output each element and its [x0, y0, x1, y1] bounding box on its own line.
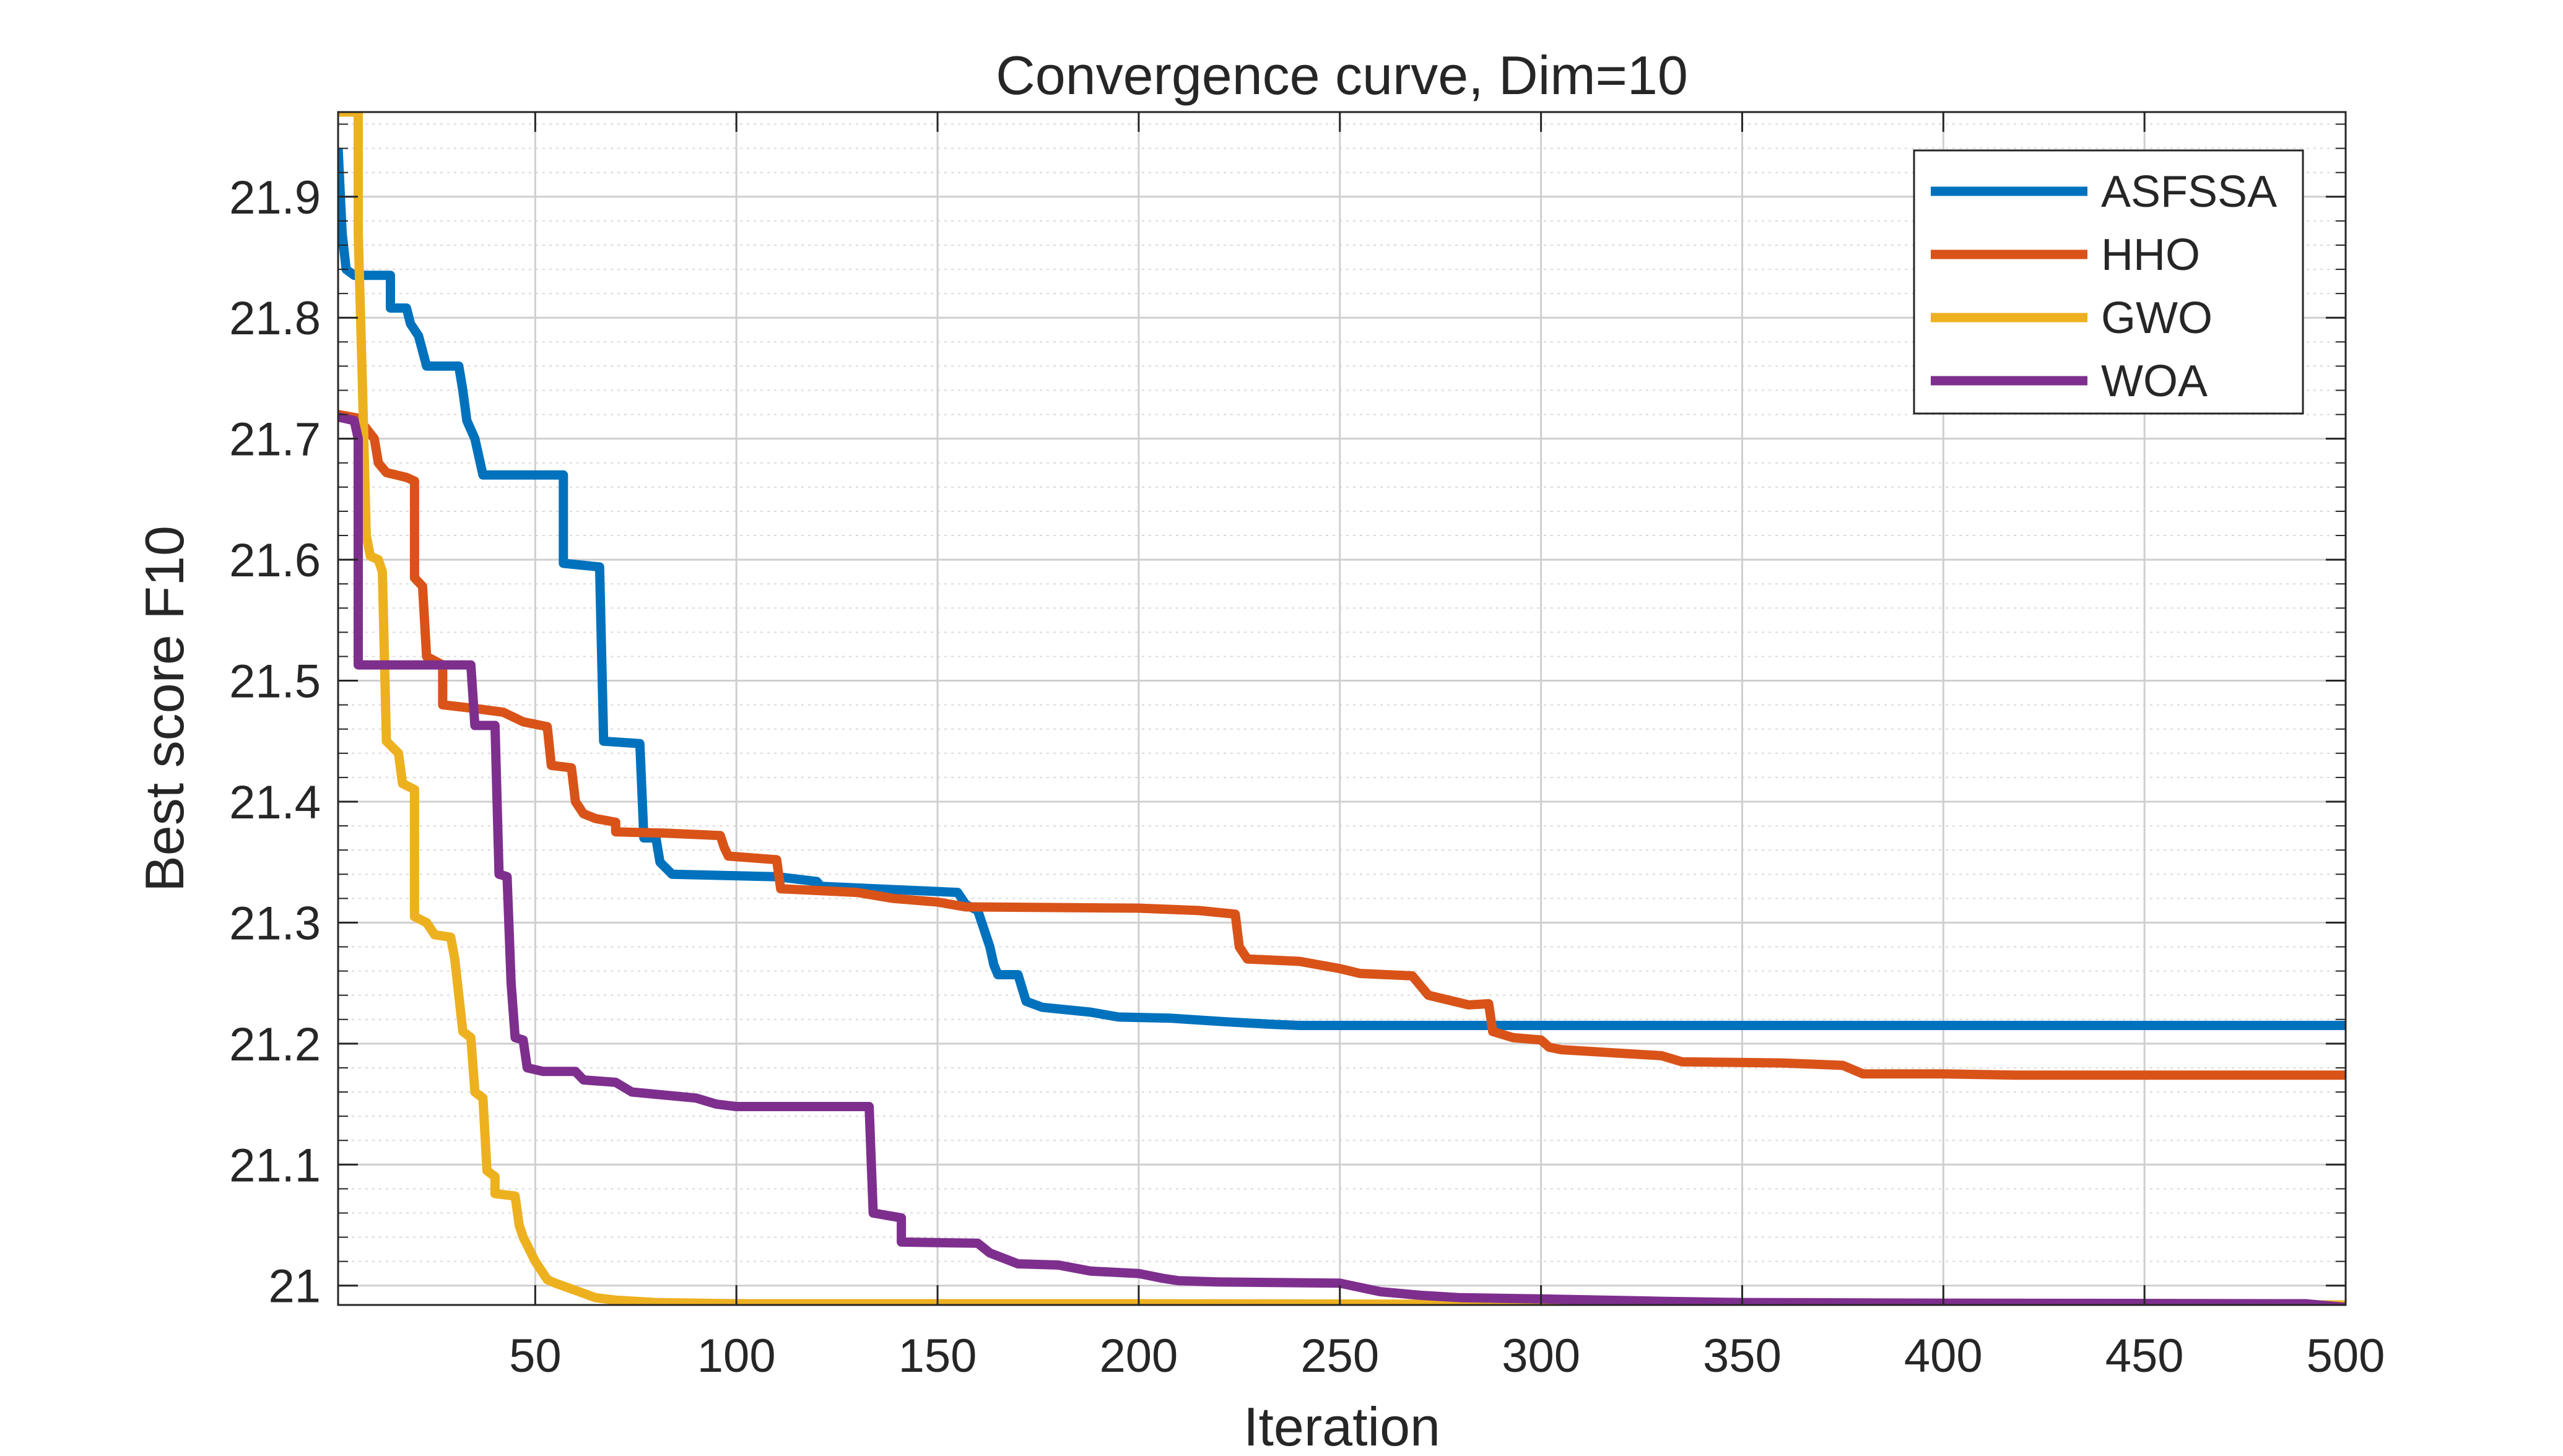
legend-label-woa: WOA	[2101, 357, 2208, 406]
x-axis-label: Iteration	[1243, 1396, 1440, 1456]
y-tick-label: 21.3	[229, 897, 321, 950]
x-tick-labels: 50 100 150 200 250 300 350 400 450 500	[509, 1330, 2385, 1382]
y-tick-label: 21.8	[229, 292, 321, 345]
y-tick-label: 21.7	[229, 414, 321, 466]
x-tick-label: 500	[2307, 1330, 2385, 1382]
y-tick-label: 21.4	[229, 776, 321, 829]
y-tick-label: 21.1	[229, 1139, 321, 1192]
x-tick-label: 50	[509, 1330, 562, 1382]
y-tick-label: 21	[268, 1260, 321, 1313]
legend-label-asfssa: ASFSSA	[2101, 167, 2277, 217]
grid	[338, 112, 2347, 1305]
y-tick-label: 21.9	[229, 171, 321, 224]
x-tick-label: 100	[697, 1330, 776, 1382]
series-lines	[338, 112, 2346, 1305]
legend: ASFSSA HHO GWO WOA	[1913, 149, 2304, 415]
y-tick-label: 21.6	[229, 534, 321, 587]
x-tick-label: 450	[2105, 1330, 2184, 1382]
y-tick-label: 21.5	[229, 656, 321, 708]
legend-label-hho: HHO	[2101, 230, 2200, 280]
x-tick-label: 400	[1904, 1330, 1983, 1382]
y-axis-label: Best score F10	[134, 526, 195, 892]
x-tick-label: 200	[1099, 1330, 1178, 1382]
y-tick-labels: 21 21.1 21.2 21.3 21.4 21.5 21.6 21.7 21.8 21.9	[229, 171, 321, 1313]
x-tick-label: 150	[899, 1330, 977, 1382]
plot-frame	[337, 111, 2347, 1306]
x-tick-label: 250	[1300, 1330, 1379, 1382]
series-line-woa	[338, 412, 2346, 1305]
legend-label-gwo: GWO	[2101, 293, 2213, 343]
tick-marks	[338, 112, 2347, 1305]
series-line-asfssa	[338, 148, 2346, 1030]
x-tick-label: 350	[1703, 1330, 1782, 1382]
chart-title: Convergence curve, Dim=10	[996, 45, 1688, 106]
x-tick-label: 300	[1502, 1330, 1580, 1382]
y-tick-label: 21.2	[229, 1018, 321, 1071]
series-line-gwo	[338, 112, 2346, 1305]
